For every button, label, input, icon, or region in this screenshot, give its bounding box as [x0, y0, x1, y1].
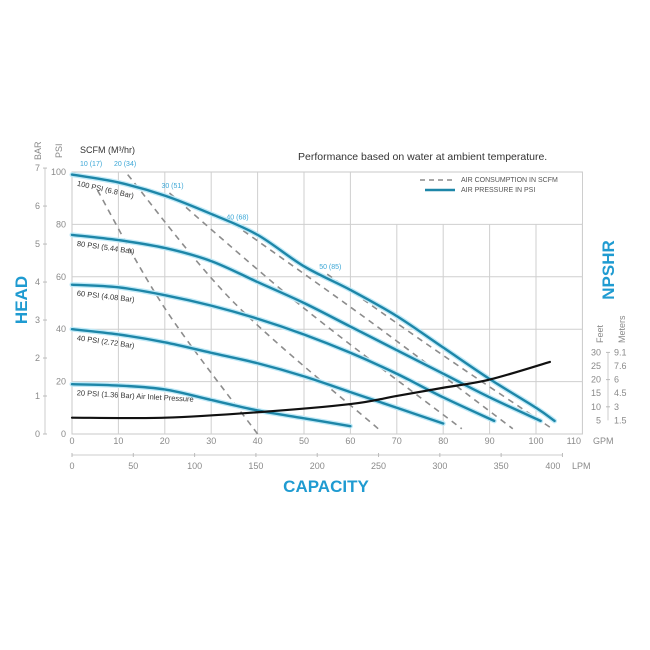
lpm-tick-label: 400	[545, 461, 560, 471]
gpm-unit: GPM	[593, 436, 614, 446]
meters-unit: Meters	[617, 315, 627, 343]
gpm-tick-label: 60	[345, 436, 355, 446]
gpm-tick-label: 30	[206, 436, 216, 446]
air-line-label: 50 (85)	[319, 264, 341, 271]
feet-tick-label: 5	[596, 415, 601, 425]
x-axis-label: CAPACITY	[283, 477, 369, 496]
psi-tick-label: 100	[51, 167, 66, 177]
lpm-tick-label: 100	[187, 461, 202, 471]
pressure-curve-label: 60 PSI (4.08 Bar)	[76, 289, 135, 304]
bar-tick-label: 3	[35, 315, 40, 325]
psi-tick-label: 40	[56, 324, 66, 334]
lpm-tick-label: 200	[310, 461, 325, 471]
lpm-tick-label: 300	[432, 461, 447, 471]
air-line-3	[168, 192, 463, 430]
legend-pressure: AIR PRESSURE IN PSI	[461, 187, 535, 194]
meter-tick-label: 6	[614, 375, 619, 385]
bar-tick-label: 1	[35, 391, 40, 401]
psi-tick-label: 80	[56, 219, 66, 229]
gpm-tick-label: 0	[69, 436, 74, 446]
lpm-unit: LPM	[572, 461, 591, 471]
lpm-tick-label: 250	[371, 461, 386, 471]
gpm-tick-label: 90	[485, 436, 495, 446]
meter-tick-label: 4.5	[614, 388, 627, 398]
gpm-tick-label: 100	[528, 436, 543, 446]
lpm-tick-label: 50	[128, 461, 138, 471]
psi-tick-label: 60	[56, 272, 66, 282]
feet-tick-label: 15	[591, 388, 601, 398]
gpm-tick-label: 80	[438, 436, 448, 446]
gpm-tick-label: 10	[113, 436, 123, 446]
air-line-label: 30 (51)	[161, 183, 183, 190]
feet-tick-label: 25	[591, 361, 601, 371]
meter-tick-label: 7.6	[614, 361, 627, 371]
legend-box	[398, 173, 582, 223]
feet-tick-label: 20	[591, 375, 601, 385]
bar-unit: BAR	[33, 141, 43, 160]
lpm-tick-label: 350	[494, 461, 509, 471]
feet-tick-label: 30	[591, 347, 601, 357]
gpm-tick-label: 40	[253, 436, 263, 446]
psi-tick-label: 0	[61, 429, 66, 439]
scfm-header: SCFM (M³/hr)	[80, 145, 135, 155]
lpm-tick-label: 0	[69, 461, 74, 471]
psi-tick-label: 20	[56, 377, 66, 387]
air-line-label: 20 (34)	[114, 161, 136, 168]
pressure-curve-5	[70, 383, 352, 428]
gpm-tick-label: 70	[392, 436, 402, 446]
npshr-curve	[70, 360, 552, 420]
chart-note: Performance based on water at ambient te…	[298, 151, 547, 163]
meter-tick-label: 1.5	[614, 415, 627, 425]
y-axis-label: HEAD	[12, 276, 31, 324]
pressure-curve-3	[70, 283, 496, 423]
air-line-label: 10 (17)	[80, 161, 102, 168]
bar-tick-label: 2	[35, 353, 40, 363]
gpm-tick-label: 110	[567, 436, 581, 446]
pressure-curves: 100 PSI (6.8 Bar)80 PSI (5.44 Bar)60 PSI…	[69, 172, 558, 429]
meter-tick-label: 9.1	[614, 347, 627, 357]
legend: AIR CONSUMPTION IN SCFM AIR PRESSURE IN …	[398, 173, 582, 223]
bar-tick-label: 5	[35, 239, 40, 249]
bar-tick-label: 4	[35, 277, 40, 287]
pressure-curve-4	[70, 328, 445, 425]
bar-tick-label: 6	[35, 201, 40, 211]
gpm-tick-label: 50	[299, 436, 309, 446]
pressure-curve-2	[70, 233, 542, 423]
feet-tick-label: 10	[591, 402, 601, 412]
bar-tick-label: 7	[35, 163, 40, 173]
meter-tick-label: 3	[614, 402, 619, 412]
npshr-line	[70, 360, 552, 420]
psi-unit: PSI	[54, 143, 64, 158]
bar-tick-label: 0	[35, 429, 40, 439]
air-line-label: 40 (68)	[226, 214, 248, 221]
lpm-tick-label: 150	[248, 461, 263, 471]
feet-unit: Feet	[595, 324, 605, 343]
y2-axis-label: NPSHR	[599, 240, 618, 300]
gpm-tick-label: 20	[160, 436, 170, 446]
air-line-2	[127, 174, 379, 430]
pressure-curve-1	[70, 173, 556, 423]
legend-air: AIR CONSUMPTION IN SCFM	[461, 177, 558, 184]
plot-border	[71, 171, 583, 435]
